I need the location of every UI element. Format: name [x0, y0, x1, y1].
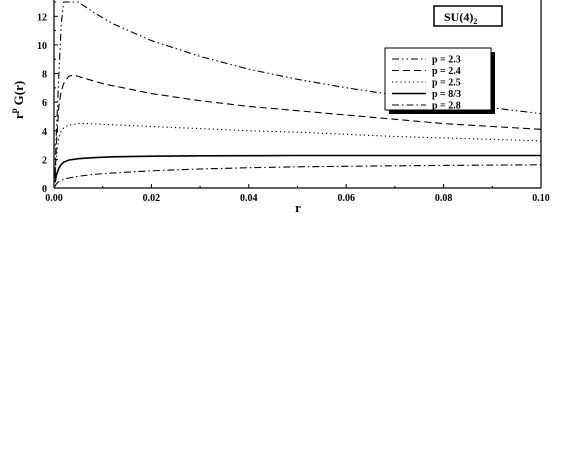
y-axis-label-superscript: p — [9, 108, 19, 113]
title-box-main: SU(4) — [444, 10, 473, 24]
y-axis-label: rp G(r) — [9, 81, 26, 119]
series-line-5 — [54, 164, 541, 187]
legend-label-3: p = 2.5 — [432, 78, 461, 89]
legend-label-4: p = 8/3 — [432, 89, 461, 100]
x-tick-label: 0.10 — [532, 193, 550, 204]
legend: p = 2.3p = 2.4p = 2.5p = 8/3p = 2.8 — [384, 47, 495, 114]
axes: 0.00 0.02 0.04 0.06 0.08 0.10 0 2 4 6 8 10 12 — [37, 0, 550, 204]
series-line-4 — [54, 154, 541, 183]
legend-box — [384, 47, 492, 111]
x-tick-label: 0.02 — [143, 193, 161, 204]
legend-label-1: p = 2.3 — [432, 55, 461, 66]
y-tick-label: 2 — [42, 155, 47, 166]
y-tick-label: 10 — [37, 41, 47, 52]
title-box-text: SU(4)2 — [444, 10, 477, 26]
x-tick-label: 0.08 — [435, 193, 453, 204]
title-box-subscript: 2 — [473, 17, 477, 26]
y-tick-label: 12 — [37, 12, 47, 23]
series-line-3 — [54, 123, 541, 179]
series-line-2 — [54, 74, 541, 177]
y-tick-label: 4 — [42, 127, 47, 138]
x-tick-label: 0.06 — [337, 193, 355, 204]
legend-label-2: p = 2.4 — [432, 66, 461, 77]
y-axis-label-main: r — [11, 113, 26, 119]
legend-label-5: p = 2.8 — [432, 101, 461, 112]
title-box-border — [433, 5, 503, 27]
y-axis-label-function: G(r) — [11, 81, 26, 106]
x-tick-label: 0.00 — [45, 193, 63, 204]
y-tick-label: 8 — [42, 70, 47, 81]
y-tick-label: 0 — [42, 184, 47, 195]
y-tick-label: 6 — [42, 98, 47, 109]
x-tick-label: 0.04 — [240, 193, 258, 204]
title-box: SU(4)2 — [433, 5, 503, 27]
x-axis-label: r — [295, 200, 301, 215]
